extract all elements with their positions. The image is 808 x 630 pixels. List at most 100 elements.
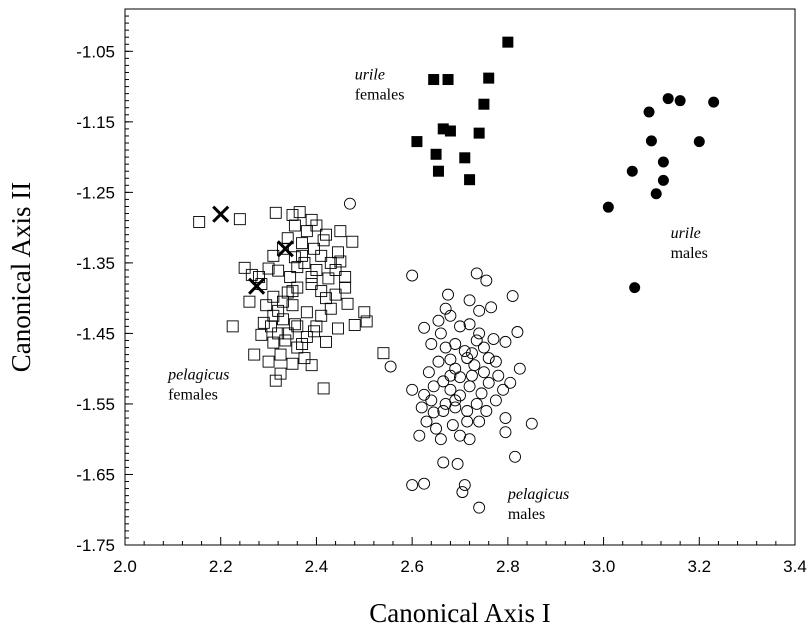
x-tick-label: 2.8 bbox=[496, 557, 520, 576]
point-open-circle bbox=[343, 197, 356, 210]
point-filled-square bbox=[437, 123, 449, 135]
point-open-circle bbox=[420, 415, 433, 428]
y-tick-label: -1.05 bbox=[76, 42, 115, 61]
point-filled-square bbox=[428, 74, 440, 86]
annotation-pelagicus-females-sex: females bbox=[168, 386, 218, 403]
point-open-circle bbox=[430, 422, 443, 435]
point-filled-circle bbox=[693, 136, 705, 148]
point-open-square bbox=[298, 352, 311, 365]
point-open-square bbox=[320, 292, 332, 305]
point-open-square bbox=[257, 316, 270, 329]
point-open-square bbox=[279, 334, 292, 347]
point-open-circle bbox=[406, 383, 419, 396]
point-open-square bbox=[291, 261, 304, 274]
annotation-pelagicus-females-species: pelagicus bbox=[167, 366, 229, 383]
x-tick-label: 3.4 bbox=[783, 557, 807, 576]
point-open-circle bbox=[384, 360, 397, 373]
point-open-circle bbox=[446, 419, 459, 432]
point-open-circle bbox=[463, 318, 476, 331]
point-open-circle bbox=[506, 290, 519, 302]
point-open-circle bbox=[456, 486, 469, 499]
point-open-square bbox=[226, 320, 239, 333]
point-filled-square bbox=[483, 72, 495, 84]
point-open-circle bbox=[480, 405, 493, 417]
point-open-square bbox=[305, 271, 318, 283]
point-open-square bbox=[288, 251, 301, 264]
point-open-circle bbox=[425, 338, 438, 350]
point-open-square bbox=[262, 262, 275, 275]
point-open-circle bbox=[513, 362, 526, 375]
y-tick-label: -1.15 bbox=[76, 113, 115, 132]
point-open-circle bbox=[461, 352, 474, 365]
point-open-circle bbox=[473, 304, 486, 317]
point-open-circle bbox=[454, 389, 466, 402]
point-open-circle bbox=[466, 347, 478, 360]
y-tick-label: -1.75 bbox=[76, 536, 115, 555]
annotation-urile-males-sex: males bbox=[671, 245, 708, 262]
point-open-square bbox=[329, 263, 342, 276]
y-tick-label: -1.55 bbox=[76, 395, 115, 414]
point-open-square bbox=[243, 295, 256, 308]
point-open-square bbox=[274, 348, 287, 361]
point-open-square bbox=[305, 278, 318, 291]
annotation-pelagicus-males-sex: males bbox=[508, 506, 545, 523]
point-open-circle bbox=[499, 426, 512, 439]
point-open-circle bbox=[425, 394, 438, 407]
point-open-square bbox=[269, 374, 282, 387]
point-open-circle bbox=[487, 333, 500, 346]
point-open-circle bbox=[444, 369, 457, 382]
point-open-square bbox=[300, 306, 313, 319]
point-open-square bbox=[272, 304, 285, 317]
point-open-circle bbox=[499, 335, 512, 348]
point-open-circle bbox=[525, 417, 538, 430]
point-filled-square bbox=[459, 152, 471, 164]
point-open-square bbox=[281, 327, 294, 340]
point-filled-square bbox=[411, 136, 423, 148]
annotation-urile-females-sex: females bbox=[355, 87, 405, 104]
point-filled-circle bbox=[626, 165, 638, 177]
point-open-circle bbox=[442, 288, 454, 301]
point-open-circle bbox=[432, 355, 445, 368]
point-filled-square bbox=[442, 74, 454, 86]
y-tick-label: -1.45 bbox=[76, 324, 115, 343]
point-open-circle bbox=[497, 383, 510, 396]
point-open-circle bbox=[485, 301, 498, 314]
point-open-circle bbox=[463, 294, 476, 307]
point-filled-square bbox=[478, 98, 490, 110]
point-x-cross bbox=[212, 205, 230, 223]
point-filled-square bbox=[430, 148, 442, 160]
point-open-square bbox=[288, 318, 301, 331]
point-open-square bbox=[293, 206, 306, 219]
point-open-circle bbox=[418, 388, 431, 401]
point-open-circle bbox=[458, 345, 471, 358]
point-open-circle bbox=[454, 371, 466, 384]
x-tick-label: 2.6 bbox=[400, 557, 424, 576]
point-open-circle bbox=[461, 405, 474, 417]
point-open-square bbox=[317, 382, 330, 395]
point-filled-circle bbox=[602, 201, 614, 213]
point-open-square bbox=[248, 348, 261, 361]
x-tick-label: 3.0 bbox=[592, 557, 616, 576]
point-open-circle bbox=[511, 326, 524, 338]
plot-frame bbox=[124, 8, 796, 546]
point-open-square bbox=[267, 336, 280, 349]
point-open-circle bbox=[406, 269, 419, 282]
point-open-square bbox=[276, 295, 289, 308]
point-open-square bbox=[305, 359, 318, 372]
point-open-square bbox=[348, 319, 361, 331]
point-open-circle bbox=[489, 355, 502, 368]
y-tick-label: -1.35 bbox=[76, 254, 115, 273]
x-tick-label: 2.4 bbox=[305, 557, 329, 576]
point-open-square bbox=[262, 355, 275, 368]
point-open-circle bbox=[463, 380, 476, 393]
point-open-square bbox=[317, 234, 330, 247]
point-open-circle bbox=[470, 397, 483, 410]
point-open-square bbox=[288, 219, 301, 232]
point-open-circle bbox=[434, 433, 447, 446]
point-open-square bbox=[310, 320, 323, 333]
point-open-circle bbox=[480, 274, 493, 287]
point-open-circle bbox=[418, 321, 431, 334]
point-open-circle bbox=[458, 479, 471, 492]
point-open-square bbox=[296, 237, 309, 250]
point-open-square bbox=[274, 367, 287, 380]
